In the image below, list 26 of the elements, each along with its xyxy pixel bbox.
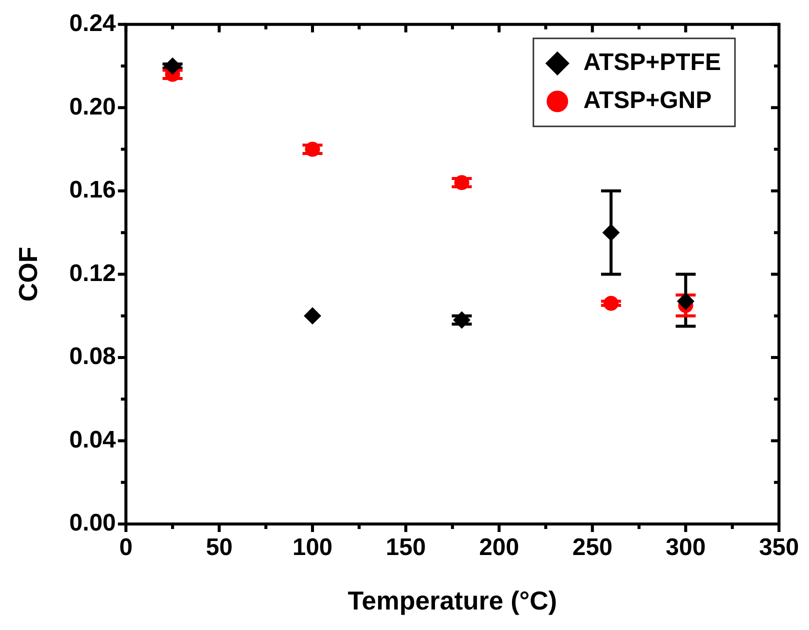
point <box>454 175 470 190</box>
y-axis-title: COF <box>12 246 43 302</box>
y-tick-label: 0.12 <box>69 260 116 287</box>
point <box>304 307 321 324</box>
x-tick-label: 50 <box>206 534 233 562</box>
x-axis-title: Temperature (°C) <box>348 586 558 616</box>
legend-label: ATSP+GNP <box>583 87 712 114</box>
y-tick-label: 0.16 <box>69 176 116 204</box>
legend-label: ATSP+PTFE <box>583 49 721 76</box>
point <box>602 224 620 242</box>
x-tick-label: 300 <box>666 534 706 562</box>
y-tick-label: 0.04 <box>69 426 117 454</box>
x-tick-label: 200 <box>479 534 520 562</box>
x-tick-label: 100 <box>292 534 333 562</box>
y-tick-label: 0.20 <box>69 93 116 120</box>
y-tick-label: 0.08 <box>69 343 116 370</box>
y-tick-label: 0.24 <box>69 10 117 38</box>
x-tick-label: 150 <box>386 534 426 562</box>
x-tick-label: 250 <box>572 534 612 562</box>
y-tick-label: 0.00 <box>69 510 116 537</box>
x-tick-label: 350 <box>758 534 799 562</box>
point <box>677 292 694 310</box>
point <box>164 58 182 75</box>
point <box>604 296 619 311</box>
point <box>453 311 470 328</box>
x-tick-label: 0 <box>119 534 133 562</box>
